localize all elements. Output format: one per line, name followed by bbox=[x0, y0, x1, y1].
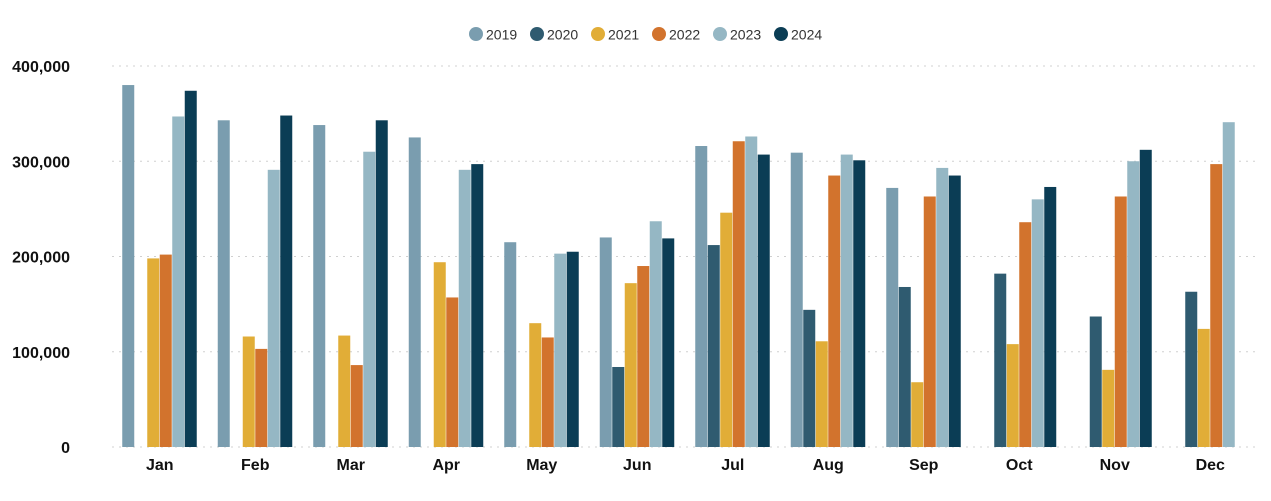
x-tick-label: May bbox=[526, 457, 557, 474]
bar-2019-apr bbox=[408, 137, 421, 447]
bar-2019-mar bbox=[313, 125, 326, 448]
bar-2020-jul bbox=[707, 245, 720, 447]
bar-2024-mar bbox=[375, 120, 388, 447]
bar-2021-jan bbox=[147, 258, 160, 447]
bar-2021-jul bbox=[720, 212, 733, 447]
x-tick-label: Feb bbox=[241, 457, 270, 474]
bar-2022-sep bbox=[923, 196, 936, 447]
bar-2021-jun bbox=[624, 283, 637, 447]
bar-2024-nov bbox=[1139, 149, 1152, 447]
bar-2019-may bbox=[504, 242, 517, 447]
bar-2024-oct bbox=[1044, 186, 1057, 447]
legend: 2019 2020 2021 2022 2023 2024 bbox=[469, 27, 822, 43]
bar-2023-apr bbox=[458, 169, 471, 447]
x-tick-label: Dec bbox=[1196, 457, 1225, 474]
bar-2019-aug bbox=[790, 152, 803, 448]
bar-2024-jun bbox=[662, 238, 675, 447]
legend-label: 2024 bbox=[791, 27, 822, 43]
x-tick-label: Nov bbox=[1100, 457, 1130, 474]
y-tick-label: 0 bbox=[61, 440, 70, 457]
y-axis-ticks: 400,000 300,000 200,000 100,000 0 bbox=[12, 59, 70, 457]
x-tick-label: Aug bbox=[813, 457, 844, 474]
bar-2019-jan bbox=[122, 85, 135, 448]
bar-2024-may bbox=[566, 251, 579, 447]
bar-2021-dec bbox=[1197, 328, 1210, 447]
x-tick-label: Oct bbox=[1006, 457, 1033, 474]
bar-2020-sep bbox=[898, 286, 911, 447]
legend-label: 2022 bbox=[669, 27, 700, 43]
legend-marker bbox=[591, 27, 605, 41]
bar-2024-sep bbox=[948, 175, 961, 447]
bar-2023-jun bbox=[649, 221, 662, 447]
y-tick-label: 100,000 bbox=[12, 345, 70, 362]
x-tick-label: Sep bbox=[909, 457, 939, 474]
bar-2020-nov bbox=[1089, 316, 1102, 447]
bar-2022-dec bbox=[1210, 164, 1223, 448]
bar-2019-sep bbox=[886, 187, 899, 448]
x-axis-ticks: Jan Feb Mar Apr May Jun Jul Aug Sep Oct Nov Dec bbox=[146, 457, 1225, 474]
bar-2019-jul bbox=[695, 146, 708, 447]
legend-marker bbox=[530, 27, 544, 41]
bar-2020-jun bbox=[612, 366, 625, 447]
bar-2022-may bbox=[541, 337, 554, 447]
bar-2023-mar bbox=[363, 151, 376, 447]
bar-2022-mar bbox=[350, 365, 363, 447]
x-tick-label: Jul bbox=[721, 457, 744, 474]
bar-2021-mar bbox=[338, 335, 351, 447]
bar-2022-jun bbox=[637, 266, 650, 447]
legend-marker bbox=[774, 27, 788, 41]
bar-2021-nov bbox=[1102, 369, 1115, 447]
legend-marker bbox=[652, 27, 666, 41]
bar-2023-may bbox=[554, 253, 567, 447]
bar-2022-nov bbox=[1114, 196, 1127, 447]
bar-2023-aug bbox=[840, 154, 853, 447]
legend-label: 2019 bbox=[486, 27, 517, 43]
bar-2022-oct bbox=[1019, 222, 1032, 447]
bar-2024-apr bbox=[471, 164, 484, 448]
x-tick-label: Apr bbox=[432, 457, 460, 474]
bar-2024-jul bbox=[757, 154, 770, 447]
y-tick-label: 200,000 bbox=[12, 250, 70, 267]
x-tick-label: Jan bbox=[146, 457, 174, 474]
bar-2021-may bbox=[529, 323, 542, 447]
bar-2022-jul bbox=[732, 141, 745, 447]
y-tick-label: 400,000 bbox=[12, 59, 70, 76]
bar-2022-aug bbox=[828, 175, 841, 447]
bar-2023-dec bbox=[1222, 122, 1235, 447]
bar-2024-aug bbox=[853, 160, 866, 448]
bar-2022-apr bbox=[446, 297, 459, 447]
bar-2023-sep bbox=[936, 167, 949, 448]
bar-2023-feb bbox=[267, 169, 280, 447]
bar-2023-jul bbox=[745, 136, 758, 448]
bar-2021-apr bbox=[433, 262, 446, 447]
bar-2021-feb bbox=[242, 336, 255, 447]
bar-2021-sep bbox=[911, 382, 924, 447]
bar-2019-feb bbox=[217, 120, 230, 447]
gridlines bbox=[112, 65, 1258, 448]
legend-label: 2023 bbox=[730, 27, 761, 43]
bar-2022-feb bbox=[255, 348, 268, 447]
legend-marker bbox=[469, 27, 483, 41]
x-tick-label: Mar bbox=[337, 457, 365, 474]
bar-2020-dec bbox=[1185, 291, 1198, 447]
bar-2019-jun bbox=[599, 237, 612, 447]
bar-2023-oct bbox=[1031, 199, 1044, 447]
bar-2020-oct bbox=[994, 273, 1007, 447]
bar-2024-feb bbox=[280, 115, 293, 447]
legend-label: 2020 bbox=[547, 27, 578, 43]
bar-2023-jan bbox=[172, 116, 185, 448]
y-tick-label: 300,000 bbox=[12, 154, 70, 171]
bar-2021-aug bbox=[815, 341, 828, 447]
bar-2020-aug bbox=[803, 309, 816, 447]
bar-2021-oct bbox=[1006, 344, 1019, 447]
bar-2024-jan bbox=[184, 90, 197, 447]
legend-label: 2021 bbox=[608, 27, 639, 43]
x-tick-label: Jun bbox=[623, 457, 651, 474]
bar-2022-jan bbox=[159, 254, 172, 447]
bars bbox=[122, 85, 1235, 448]
legend-marker bbox=[713, 27, 727, 41]
bar-2023-nov bbox=[1127, 161, 1140, 447]
